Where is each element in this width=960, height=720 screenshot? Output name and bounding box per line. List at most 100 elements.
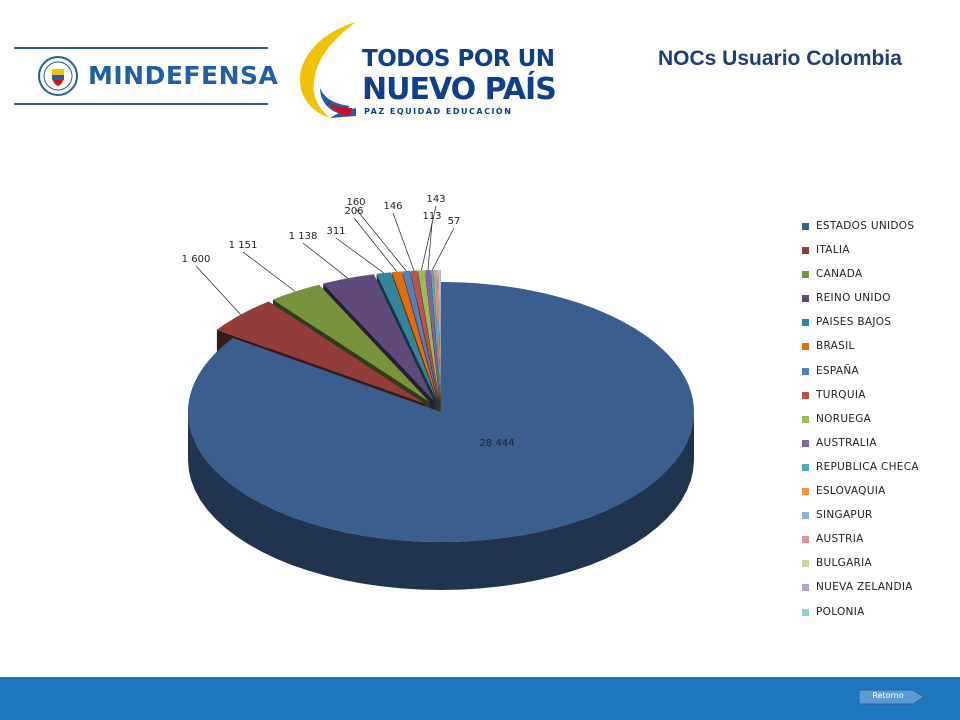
slice-top-10 — [431, 270, 441, 400]
footer-bar — [0, 677, 960, 720]
legend-item: ESPAÑA — [802, 364, 952, 388]
legend-item: NORUEGA — [802, 412, 952, 436]
legend-label: NORUEGA — [816, 412, 872, 425]
slice-top-11 — [433, 269, 441, 400]
data-label-2: 1 151 — [229, 240, 258, 251]
legend-swatch — [802, 463, 809, 471]
legend-item: NUEVA ZELANDIA — [802, 580, 952, 604]
legend-label: BULGARIA — [816, 557, 873, 570]
legend-swatch — [802, 560, 809, 568]
slice-top-5 — [392, 271, 438, 401]
data-label-4: 311 — [326, 226, 345, 237]
legend-label: AUSTRALIA — [816, 436, 877, 449]
data-label-5: 206 — [344, 206, 363, 217]
leader-line-2 — [242, 251, 296, 292]
data-label-9: 113 — [422, 211, 441, 222]
leader-line-9 — [427, 222, 433, 271]
retorno-button[interactable]: Retorno — [858, 687, 926, 707]
gov-slogan-line1: TODOS POR UN — [362, 46, 555, 72]
slice-top-4 — [376, 272, 437, 401]
slice-top-14 — [438, 269, 441, 400]
logo-rule-bottom — [14, 103, 268, 105]
data-label-0: 28 444 — [480, 438, 515, 449]
slice-top-15 — [439, 269, 441, 400]
slice-top-1 — [216, 301, 425, 404]
data-label-8: 143 — [426, 194, 445, 205]
legend-item: BRASIL — [802, 339, 952, 363]
legend-swatch — [802, 319, 809, 327]
data-label-10: 57 — [448, 216, 461, 227]
legend-label: SINGAPUR — [816, 509, 873, 522]
legend-swatch — [802, 439, 809, 447]
legend-label: REPUBLICA CHECA — [816, 460, 919, 473]
legend-swatch — [802, 608, 809, 616]
legend-item: AUSTRALIA — [802, 436, 952, 460]
slice-top-8 — [418, 270, 440, 400]
leader-line-3 — [302, 242, 349, 279]
slice-side-0 — [188, 412, 694, 590]
legend-swatch — [802, 223, 809, 230]
gov-slogan-line2: NUEVO PAÍS — [362, 72, 557, 107]
data-label-3: 1 138 — [289, 231, 318, 242]
logo-rule-top — [14, 47, 268, 49]
legend-swatch — [802, 271, 809, 279]
legend-item: AUSTRIA — [802, 532, 952, 556]
chart-legend: ESTADOS UNIDOS ITALIA CANADA REINO UNIDO PAI… — [802, 219, 952, 629]
legend-swatch — [802, 488, 809, 496]
colombia-seal-icon — [38, 56, 78, 96]
slice-top-6 — [402, 270, 439, 400]
retorno-label: Retorno — [872, 691, 904, 700]
legend-item: ESTADOS UNIDOS — [802, 219, 952, 243]
leader-line-5 — [353, 217, 398, 272]
data-label-1: 1 600 — [182, 254, 211, 265]
slice-top-7 — [410, 270, 439, 400]
legend-label: ESPAÑA — [816, 364, 859, 377]
legend-item: REINO UNIDO — [802, 291, 952, 315]
leader-line-7 — [392, 212, 415, 271]
legend-label: REINO UNIDO — [816, 292, 891, 305]
legend-swatch — [802, 391, 809, 399]
gov-slogan-line3: PAZ EQUIDAD EDUCACIÓN — [364, 107, 513, 116]
leader-line-1 — [195, 265, 241, 315]
legend-item: TURQUIA — [802, 388, 952, 412]
legend-label: PAISES BAJOS — [816, 316, 892, 329]
legend-swatch — [802, 247, 809, 255]
legend-label: ESTADOS UNIDOS — [816, 220, 915, 232]
slice-top-12 — [435, 269, 441, 400]
todos-por-un-nuevo-pais-logo: TODOS POR UN NUEVO PAÍS PAZ EQUIDAD EDUC… — [290, 18, 557, 122]
legend-swatch — [802, 295, 809, 303]
mindefensa-logo: MINDEFENSA — [14, 47, 278, 105]
legend-swatch — [802, 584, 809, 592]
slice-top-2 — [272, 284, 430, 402]
arrow-right-icon — [858, 689, 925, 705]
leader-line-8 — [421, 205, 437, 271]
tricolor-swoosh-icon — [300, 22, 356, 118]
legend-swatch — [802, 536, 809, 544]
slice-top-0 — [188, 282, 694, 542]
legend-item: ITALIA — [802, 243, 952, 267]
legend-label: POLONIA — [816, 605, 865, 618]
slice-top-13 — [437, 269, 441, 400]
slice-top-3 — [323, 274, 434, 401]
leader-line-4 — [335, 237, 385, 274]
legend-item: SINGAPUR — [802, 508, 952, 532]
legend-item: POLONIA — [802, 605, 952, 629]
legend-label: ITALIA — [816, 244, 850, 257]
legend-item: BULGARIA — [802, 556, 952, 580]
page-title: NOCs Usuario Colombia — [658, 47, 902, 70]
mindefensa-wordmark: MINDEFENSA — [88, 61, 279, 90]
legend-label: NUEVA ZELANDIA — [816, 581, 913, 594]
slice-top-16 — [440, 269, 441, 400]
leader-line-10 — [431, 227, 455, 271]
legend-label: TURQUIA — [816, 388, 866, 401]
legend-swatch — [802, 512, 809, 520]
legend-label: CANADA — [816, 268, 863, 281]
leader-line-6 — [355, 208, 407, 272]
legend-swatch — [802, 415, 809, 423]
legend-label: AUSTRIA — [816, 533, 864, 546]
legend-label: BRASIL — [816, 340, 855, 353]
pie-slice-0 — [188, 282, 694, 590]
data-label-7: 146 — [383, 201, 402, 212]
legend-swatch — [802, 343, 809, 351]
